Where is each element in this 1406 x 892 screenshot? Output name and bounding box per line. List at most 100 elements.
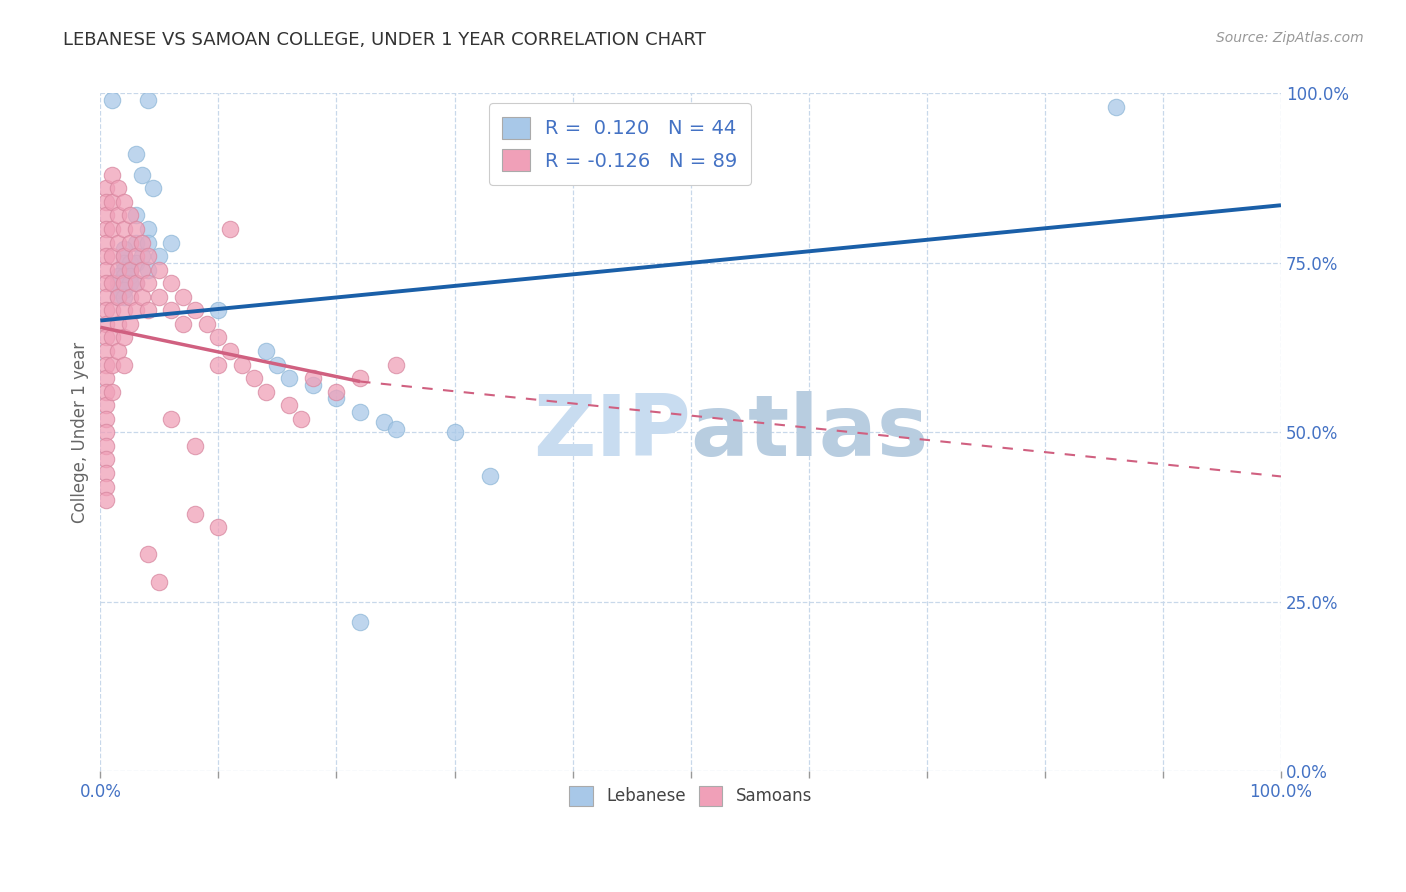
Point <box>302 378 325 392</box>
Point <box>101 303 124 318</box>
Point <box>107 290 129 304</box>
Point <box>96 452 118 467</box>
Point <box>112 358 135 372</box>
Point <box>118 262 141 277</box>
Point <box>101 276 124 290</box>
Point <box>125 249 148 263</box>
Point <box>195 317 218 331</box>
Point <box>112 249 135 263</box>
Point <box>107 269 129 284</box>
Point <box>112 269 135 284</box>
Point <box>384 358 406 372</box>
Point <box>207 358 229 372</box>
Text: Source: ZipAtlas.com: Source: ZipAtlas.com <box>1216 31 1364 45</box>
Point <box>118 208 141 222</box>
Point <box>349 405 371 419</box>
Point <box>112 276 135 290</box>
Point <box>96 425 118 440</box>
Point <box>101 384 124 399</box>
Legend: Lebanese, Samoans: Lebanese, Samoans <box>561 778 820 814</box>
Point <box>290 412 312 426</box>
Point <box>219 222 242 236</box>
Point <box>172 290 194 304</box>
Point <box>96 384 118 399</box>
Point <box>142 181 165 195</box>
Point <box>107 181 129 195</box>
Point <box>101 93 124 107</box>
Point <box>384 422 406 436</box>
Point <box>107 235 129 250</box>
Point <box>148 574 170 589</box>
Point <box>131 168 153 182</box>
Point <box>96 222 118 236</box>
Point <box>131 290 153 304</box>
Point <box>184 303 207 318</box>
Point <box>160 235 183 250</box>
Point <box>112 194 135 209</box>
Point <box>243 371 266 385</box>
Point <box>107 262 129 277</box>
Point <box>101 330 124 344</box>
Point <box>118 269 141 284</box>
Point <box>172 317 194 331</box>
Point <box>148 262 170 277</box>
Point <box>101 222 124 236</box>
Point <box>148 249 170 263</box>
Point <box>112 242 135 256</box>
Point <box>96 371 118 385</box>
Point <box>96 303 118 318</box>
Point <box>96 317 118 331</box>
Point <box>325 392 347 406</box>
Point <box>96 466 118 480</box>
Point <box>112 256 135 270</box>
Point <box>96 330 118 344</box>
Point <box>160 303 183 318</box>
Point <box>254 344 277 359</box>
Point <box>96 276 118 290</box>
Point <box>96 344 118 359</box>
Point <box>207 330 229 344</box>
Point <box>112 283 135 297</box>
Y-axis label: College, Under 1 year: College, Under 1 year <box>72 342 89 523</box>
Point <box>478 469 501 483</box>
Point <box>184 507 207 521</box>
Point <box>125 235 148 250</box>
Point <box>136 548 159 562</box>
Point <box>101 358 124 372</box>
Point <box>148 290 170 304</box>
Point <box>112 249 135 263</box>
Point <box>96 398 118 412</box>
Point <box>96 262 118 277</box>
Point <box>96 290 118 304</box>
Point <box>96 208 118 222</box>
Point <box>219 344 242 359</box>
Point <box>112 276 135 290</box>
Point <box>112 222 135 236</box>
Point <box>112 290 135 304</box>
Point <box>278 398 301 412</box>
Point <box>96 194 118 209</box>
Point <box>254 384 277 399</box>
Point <box>118 290 141 304</box>
Point <box>96 249 118 263</box>
Point <box>160 412 183 426</box>
Point <box>96 181 118 195</box>
Point <box>136 249 159 263</box>
Point <box>136 303 159 318</box>
Point <box>107 208 129 222</box>
Point <box>184 439 207 453</box>
Point <box>118 235 141 250</box>
Point <box>112 303 135 318</box>
Point <box>125 303 148 318</box>
Point <box>112 262 135 277</box>
Point <box>101 168 124 182</box>
Point <box>118 276 141 290</box>
Point <box>349 615 371 630</box>
Point <box>136 222 159 236</box>
Point <box>443 425 465 440</box>
Point <box>131 249 153 263</box>
Point <box>160 276 183 290</box>
Point <box>118 317 141 331</box>
Point <box>96 358 118 372</box>
Point <box>131 262 153 277</box>
